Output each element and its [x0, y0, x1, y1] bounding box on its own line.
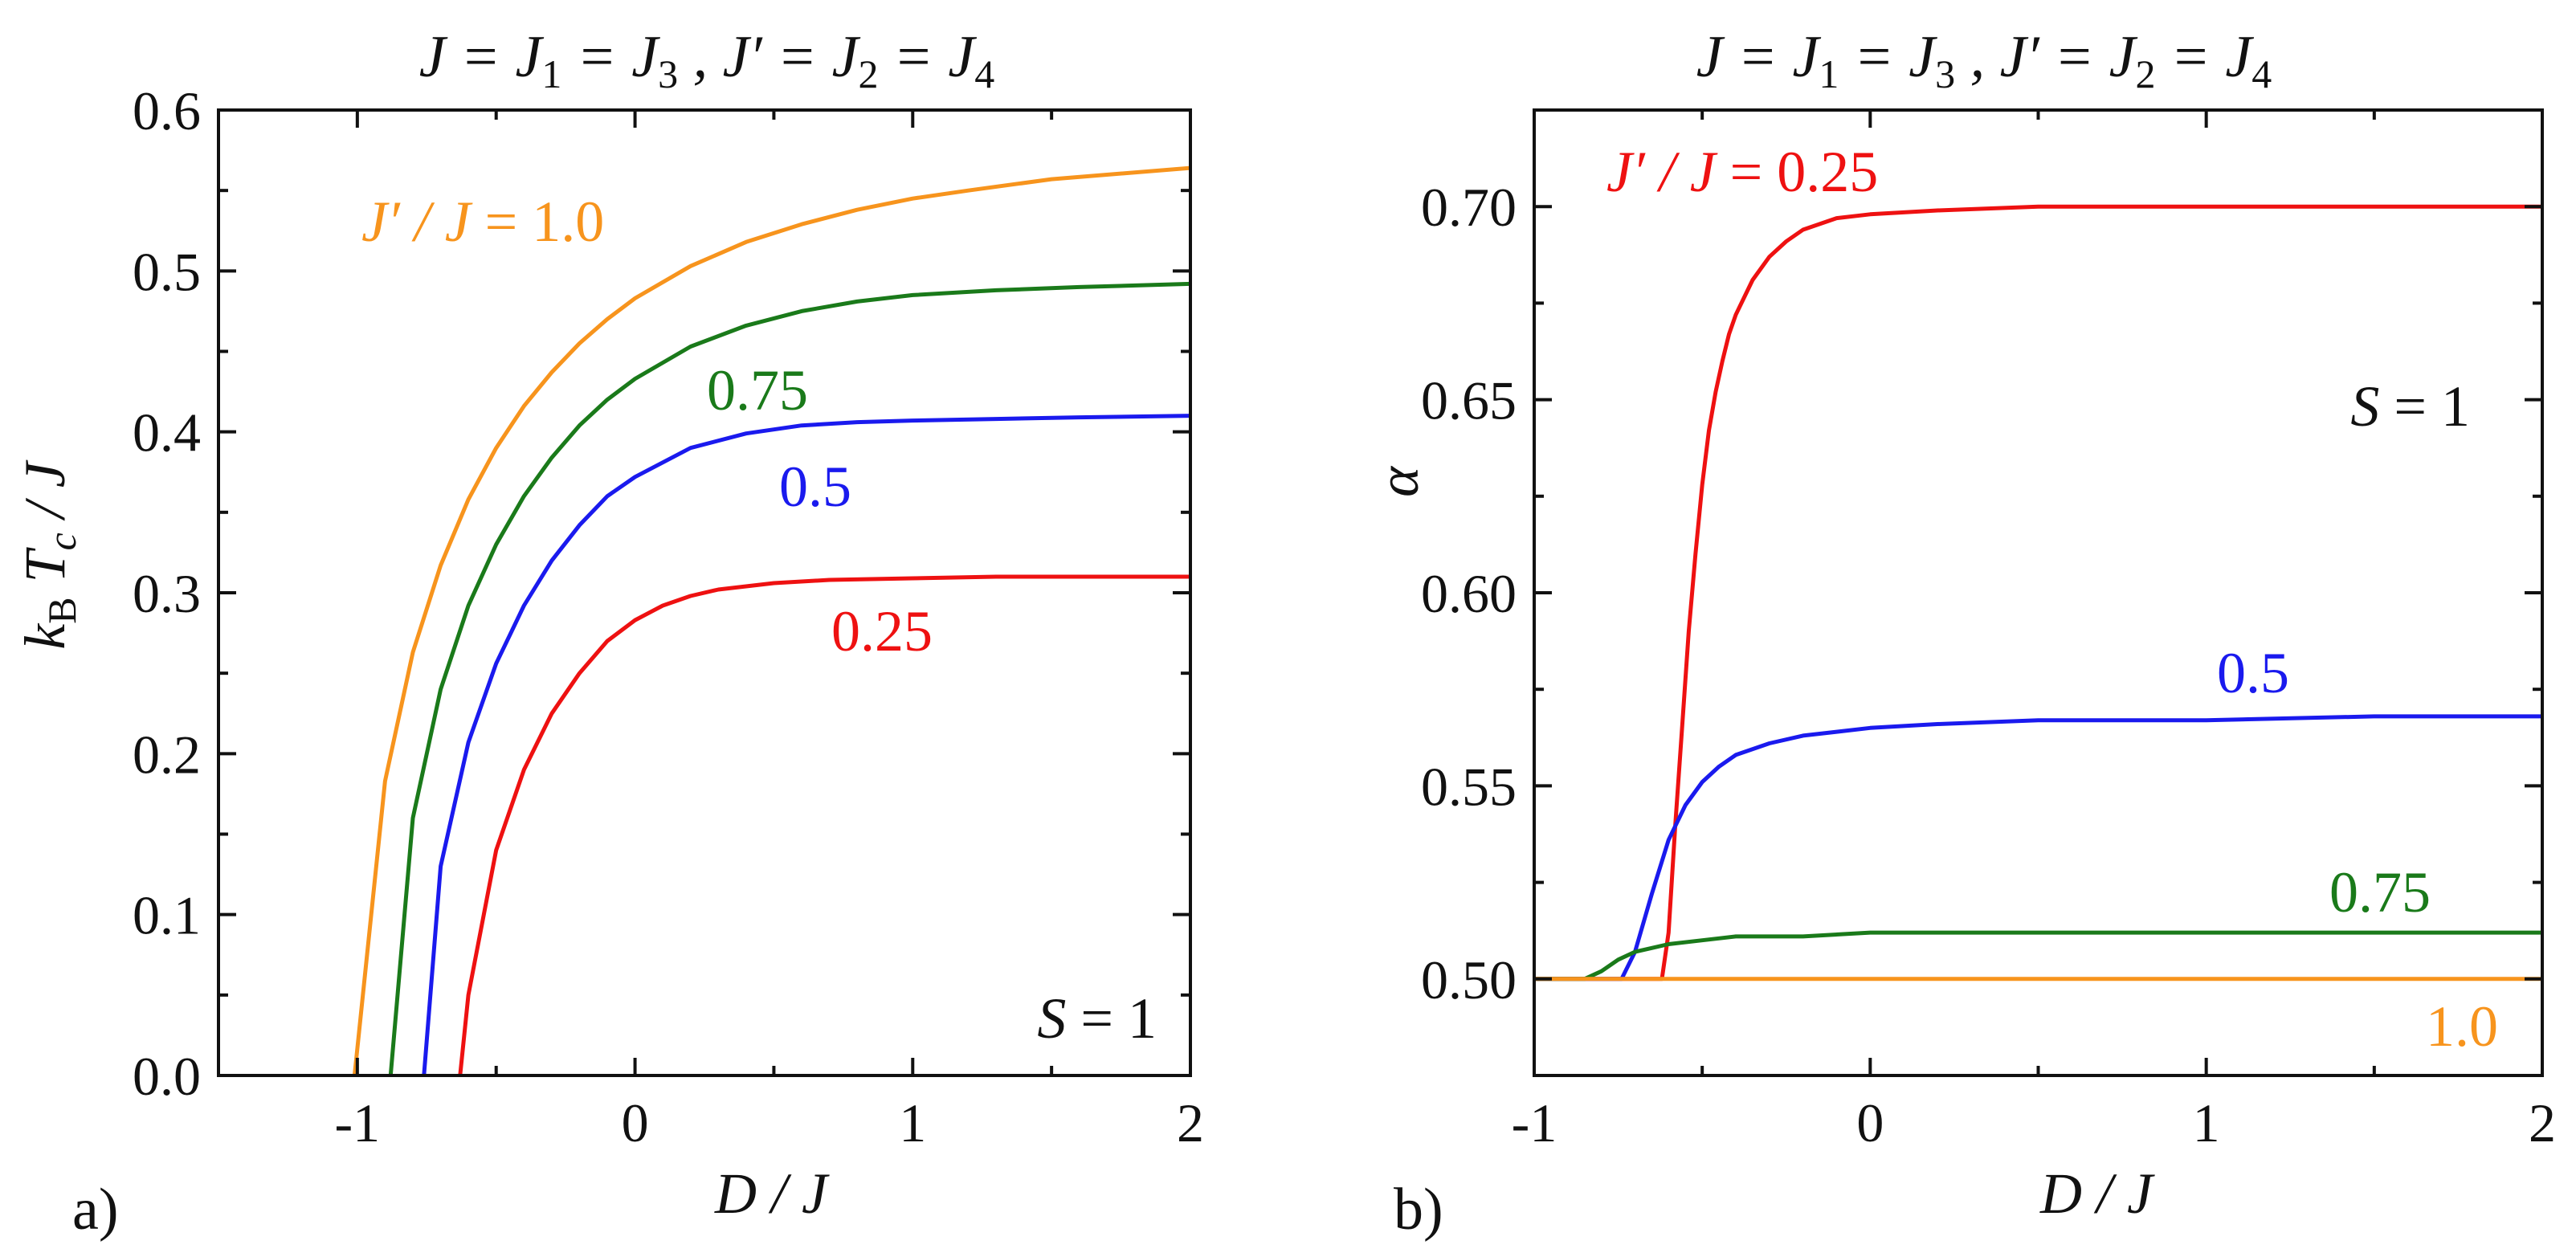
panel-a-curve-1	[352, 165, 1190, 1075]
panel-a-ytick-label: 0.5	[133, 241, 201, 302]
panel-b-letter: b)	[1394, 1177, 1443, 1243]
panel-a-xlabel: D / J	[714, 1161, 830, 1226]
panel-b-curve-2	[1534, 714, 2542, 982]
panel-a-curve-3	[422, 414, 1190, 1075]
panel-a-xtick-label: 2	[1177, 1092, 1204, 1153]
panel-b-series-label-3: 0.75	[2329, 860, 2431, 924]
panel-b-ytick-label: 0.60	[1421, 563, 1517, 624]
panel-a-ytick-label: 0.2	[133, 724, 201, 785]
panel-b-ytick-label: 0.50	[1421, 949, 1517, 1010]
panel-b-ytick-label: 0.55	[1421, 756, 1517, 817]
panel-a-xtick-label: 0	[622, 1092, 649, 1153]
panel-a-xtick-label: 1	[899, 1092, 926, 1153]
panel-b-annotation: S = 1	[2350, 374, 2470, 439]
panel-a-ytick-label: 0.6	[133, 80, 201, 141]
panel-b-curve-3	[1534, 930, 2542, 982]
panel-a-title: J = J1 = J3 , J′ = J2 = J4	[419, 24, 995, 96]
panel-b-xtick-label: -1	[1512, 1092, 1557, 1153]
panel-a-series-label-2: 0.75	[707, 358, 808, 422]
panel-b-xtick-label: 2	[2529, 1092, 2556, 1153]
panel-b-xtick-label: 0	[1856, 1092, 1884, 1153]
panel-b: J = J1 = J3 , J′ = J2 = J4 -1 0 1 2 0.50 0.55…	[1366, 24, 2556, 1243]
panel-b-ylabel: α	[1366, 466, 1431, 497]
panel-b-title: J = J1 = J3 , J′ = J2 = J4	[1696, 24, 2272, 96]
panel-a-ytick-label: 0.1	[133, 885, 201, 946]
panel-b-ytick-label: 0.65	[1421, 370, 1517, 431]
panel-a-letter: a)	[72, 1177, 119, 1243]
panel-a-annotation: S = 1	[1037, 986, 1157, 1051]
panel-b-series-label-2: 0.5	[2217, 641, 2289, 705]
panel-b-xlabel: D / J	[2039, 1161, 2155, 1226]
panel-b-xtick-label: 1	[2193, 1092, 2220, 1153]
panel-b-series-label-4: 1.0	[2426, 994, 2498, 1059]
panel-a-series-label-1: J′ / J = 1.0	[361, 190, 604, 254]
panel-a-series-label-4: 0.25	[831, 599, 933, 663]
panel-a-xtick-label: -1	[335, 1092, 381, 1153]
panel-a-ytick-label: 0.3	[133, 563, 201, 624]
panel-a-ytick-label: 0.0	[133, 1046, 201, 1107]
panel-b-series-label-1: J′ / J = 0.25	[1606, 140, 1878, 204]
panel-a: J = J1 = J3 , J′ = J2 = J4 kB Tc / J -1 0…	[13, 24, 1204, 1243]
panel-a-curve-2	[388, 281, 1190, 1075]
panel-a-series-label-3: 0.5	[779, 455, 851, 519]
panel-b-ytick-label: 0.70	[1421, 177, 1517, 238]
panel-a-curve-4	[458, 574, 1190, 1075]
panel-a-ytick-label: 0.4	[133, 402, 201, 463]
panel-a-ylabel: kB Tc / J	[13, 459, 84, 650]
panel-b-curve-1	[1534, 204, 2542, 982]
